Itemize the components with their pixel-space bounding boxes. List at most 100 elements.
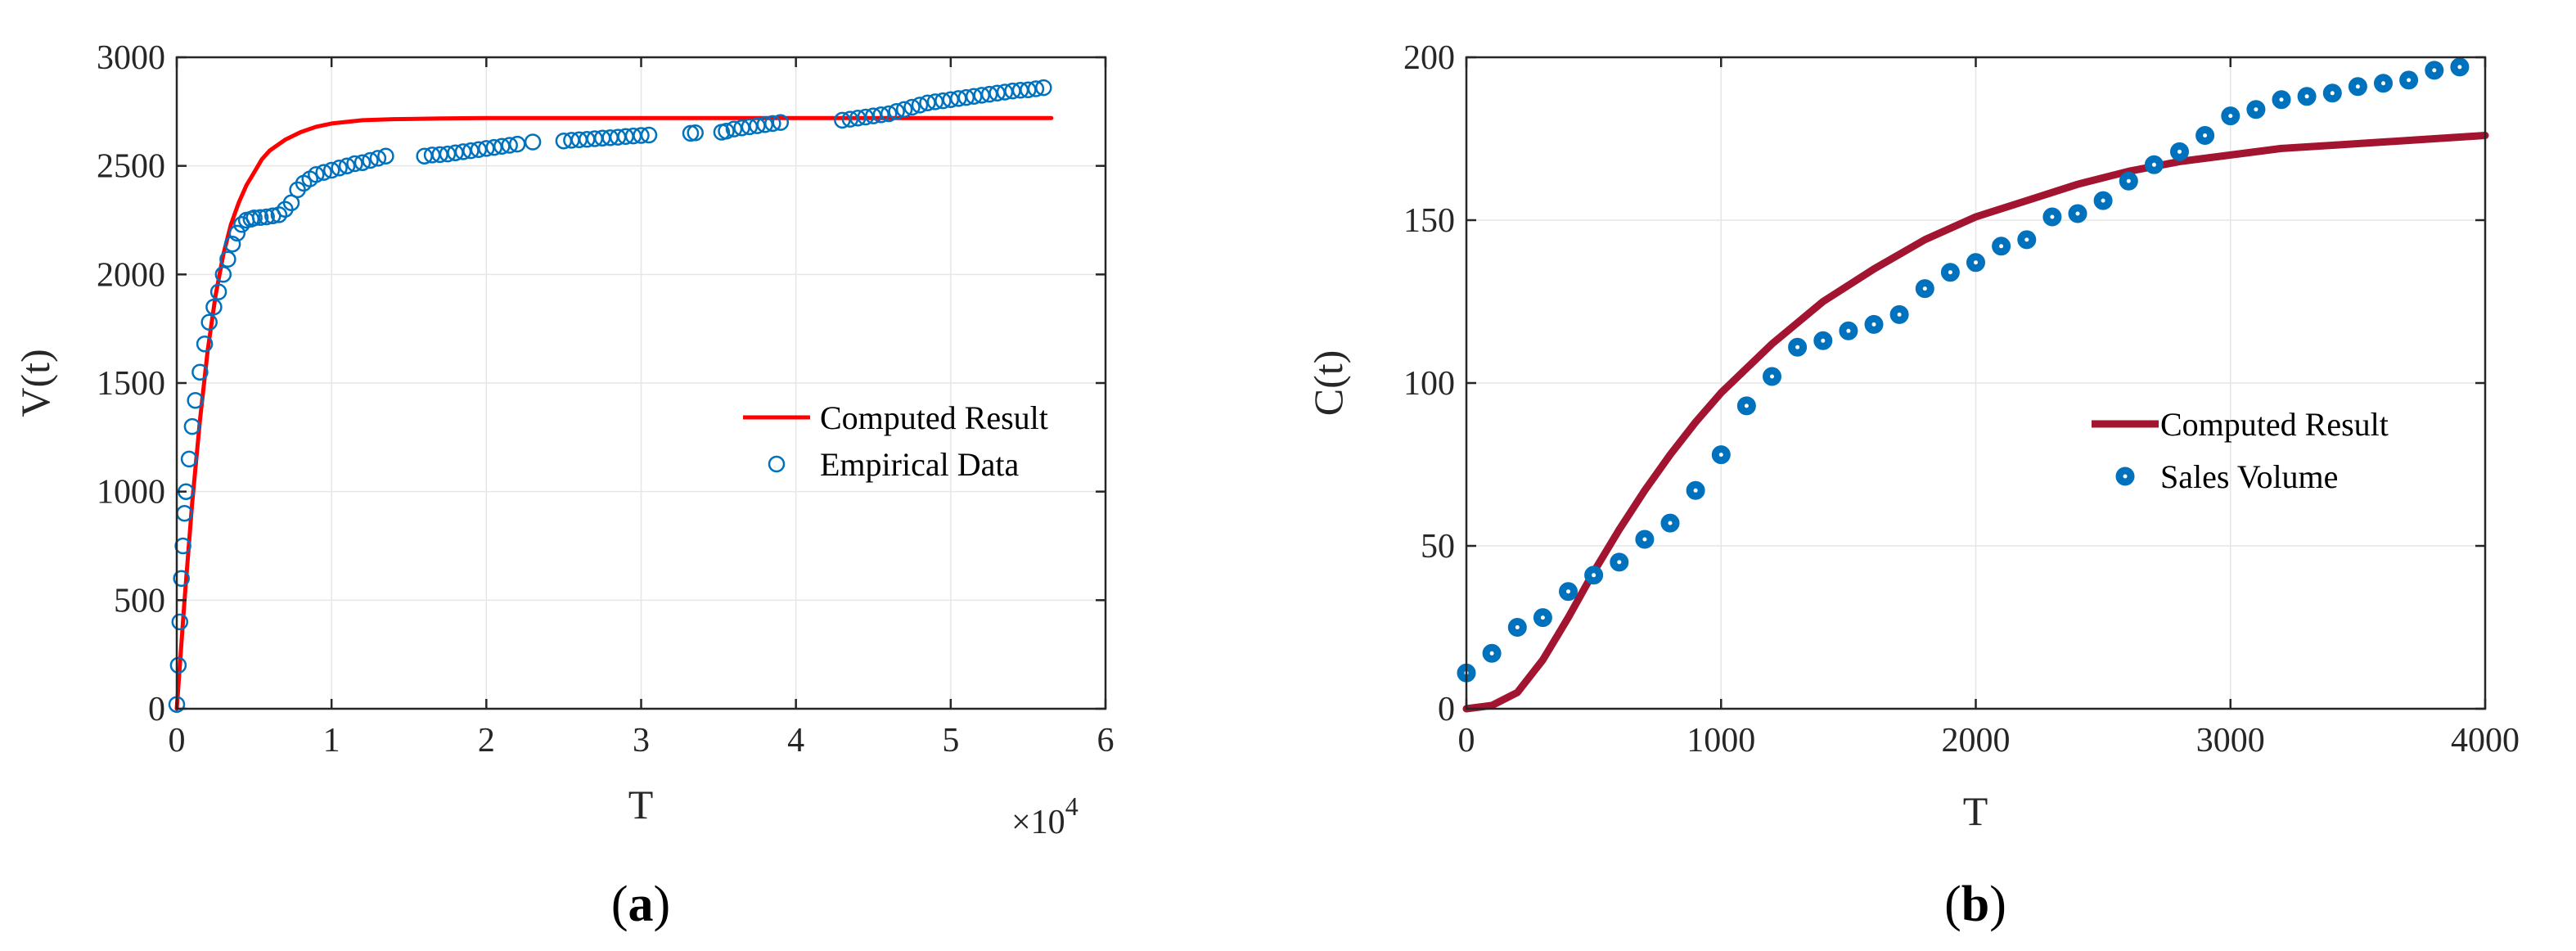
data-point-empirical: [354, 154, 372, 171]
data-point-center: [1489, 651, 1494, 656]
data-point-empirical: [346, 155, 363, 173]
legend-b: Computed Result Sales Volume: [2092, 406, 2389, 495]
x-tick-label: 1000: [1687, 722, 1755, 759]
x-tick-label: 2000: [1942, 722, 2011, 759]
data-point-empirical: [245, 210, 263, 227]
legend-b-label-sales: Sales Volume: [2160, 458, 2338, 495]
data-point-empirical: [308, 166, 325, 183]
y-tick-label: 200: [1403, 39, 1455, 77]
data-point-center: [1718, 453, 1723, 457]
data-point-empirical: [439, 145, 457, 163]
x-axis-label-b: T: [1963, 788, 1988, 834]
ticks-b: 0 1000 2000 3000 4000 0 50 100 150 200: [1403, 39, 2520, 759]
data-point-empirical: [315, 164, 332, 181]
data-point-empirical: [942, 91, 960, 108]
data-point-empirical: [191, 363, 209, 381]
data-point-empirical: [1035, 79, 1052, 97]
y-tick-label: 2500: [97, 148, 165, 186]
series-line-computed-result: [1462, 132, 2489, 713]
caption-b: (b): [1944, 877, 2006, 932]
caption-b-open: (: [1944, 877, 1961, 932]
data-point-empirical: [174, 537, 191, 555]
data-point-empirical: [369, 150, 387, 167]
x-tick-label: 2: [478, 722, 495, 759]
x-tick-label: 3: [633, 722, 650, 759]
y-tick-label: 1000: [97, 474, 165, 512]
data-point-center: [2254, 107, 2259, 112]
y-tick-label: 100: [1403, 365, 1455, 403]
data-point-empirical: [470, 141, 488, 159]
x-multiplier-a: ×104: [1011, 791, 1079, 841]
data-point-empirical: [171, 613, 189, 631]
data-point-center: [1566, 589, 1570, 594]
caption-a-close: ): [654, 877, 671, 932]
data-point-center: [1999, 244, 2004, 249]
y-tick-label: 50: [1421, 528, 1455, 566]
data-point-center: [1897, 312, 1902, 317]
y-tick-label: 3000: [97, 39, 165, 77]
data-point-empirical: [173, 570, 190, 588]
data-point-center: [1668, 521, 1673, 525]
caption-a-letter: a: [628, 877, 654, 932]
data-point-empirical: [772, 114, 790, 131]
data-point-empirical: [501, 137, 518, 154]
data-point-center: [2457, 65, 2462, 70]
data-point-empirical: [331, 160, 348, 177]
data-point-empirical: [880, 105, 898, 123]
data-point-empirical: [493, 137, 511, 155]
legend-b-marker-swatch-dot: [2123, 474, 2128, 479]
caption-b-letter: b: [1961, 877, 1989, 932]
data-point-center: [2355, 84, 2360, 89]
x-tick-label: 5: [942, 722, 959, 759]
x-axis-label-a: T: [628, 782, 654, 827]
panel-b: 0 1000 2000 3000 4000 0 50 100 150 200 T C(t) Com…: [1305, 39, 2520, 932]
data-point-empirical: [258, 208, 275, 226]
legend-a-marker-swatch: [768, 455, 786, 473]
caption-a-open: (: [611, 877, 628, 932]
data-point-center: [2228, 114, 2233, 119]
data-point-center: [1821, 338, 1826, 343]
legend-b-label-computed: Computed Result: [2160, 406, 2389, 443]
data-point-empirical: [1020, 81, 1037, 99]
data-point-empirical: [849, 110, 867, 127]
y-tick-label: 0: [1438, 691, 1455, 728]
y-tick-label: 500: [114, 582, 165, 620]
panel-a: 0 1 2 3 4 5 6 0 500 1000 1500 2000 2500 3000 T V(t) ×…: [12, 39, 1115, 932]
y-tick-label: 150: [1403, 202, 1455, 240]
data-point-empirical: [209, 283, 227, 300]
data-point-center: [2024, 237, 2029, 242]
y-tick-label: 0: [148, 691, 165, 728]
data-point-center: [1617, 560, 1622, 565]
data-point-center: [2279, 97, 2284, 102]
data-point-empirical: [965, 88, 983, 106]
data-point-empirical: [223, 235, 241, 253]
data-point-empirical: [200, 313, 218, 331]
data-point-empirical: [214, 266, 232, 283]
data-point-empirical: [169, 656, 187, 674]
data-point-center: [2432, 68, 2437, 73]
x-tick-label: 3000: [2196, 722, 2265, 759]
data-point-empirical: [911, 97, 929, 114]
x-tick-label: 0: [1458, 722, 1475, 759]
x-tick-label: 1: [323, 722, 340, 759]
data-point-center: [2304, 94, 2309, 99]
data-point-empirical: [764, 115, 781, 133]
data-point-center: [2381, 81, 2385, 86]
data-point-center: [1948, 270, 1952, 275]
caption-b-close: ): [1989, 877, 2006, 932]
data-point-empirical: [322, 161, 340, 179]
legend-a-label-computed: Computed Result: [820, 399, 1048, 436]
ticks-a: 0 1 2 3 4 5 6 0 500 1000 1500 2000 2500 3000: [97, 39, 1115, 759]
data-point-center: [1974, 260, 1978, 265]
x-tick-label: 0: [169, 722, 186, 759]
data-point-empirical: [196, 335, 214, 353]
data-point-center: [1922, 286, 1927, 291]
data-point-center: [1592, 573, 1596, 578]
x-tick-label: 4: [787, 722, 804, 759]
data-point-empirical: [888, 103, 905, 120]
series-markers-b: [1457, 57, 2470, 683]
data-point-center: [2050, 214, 2055, 219]
legend-a-label-empirical: Empirical Data: [820, 446, 1019, 483]
x-multiplier-base: ×10: [1011, 804, 1065, 841]
data-point-center: [1642, 537, 1647, 542]
